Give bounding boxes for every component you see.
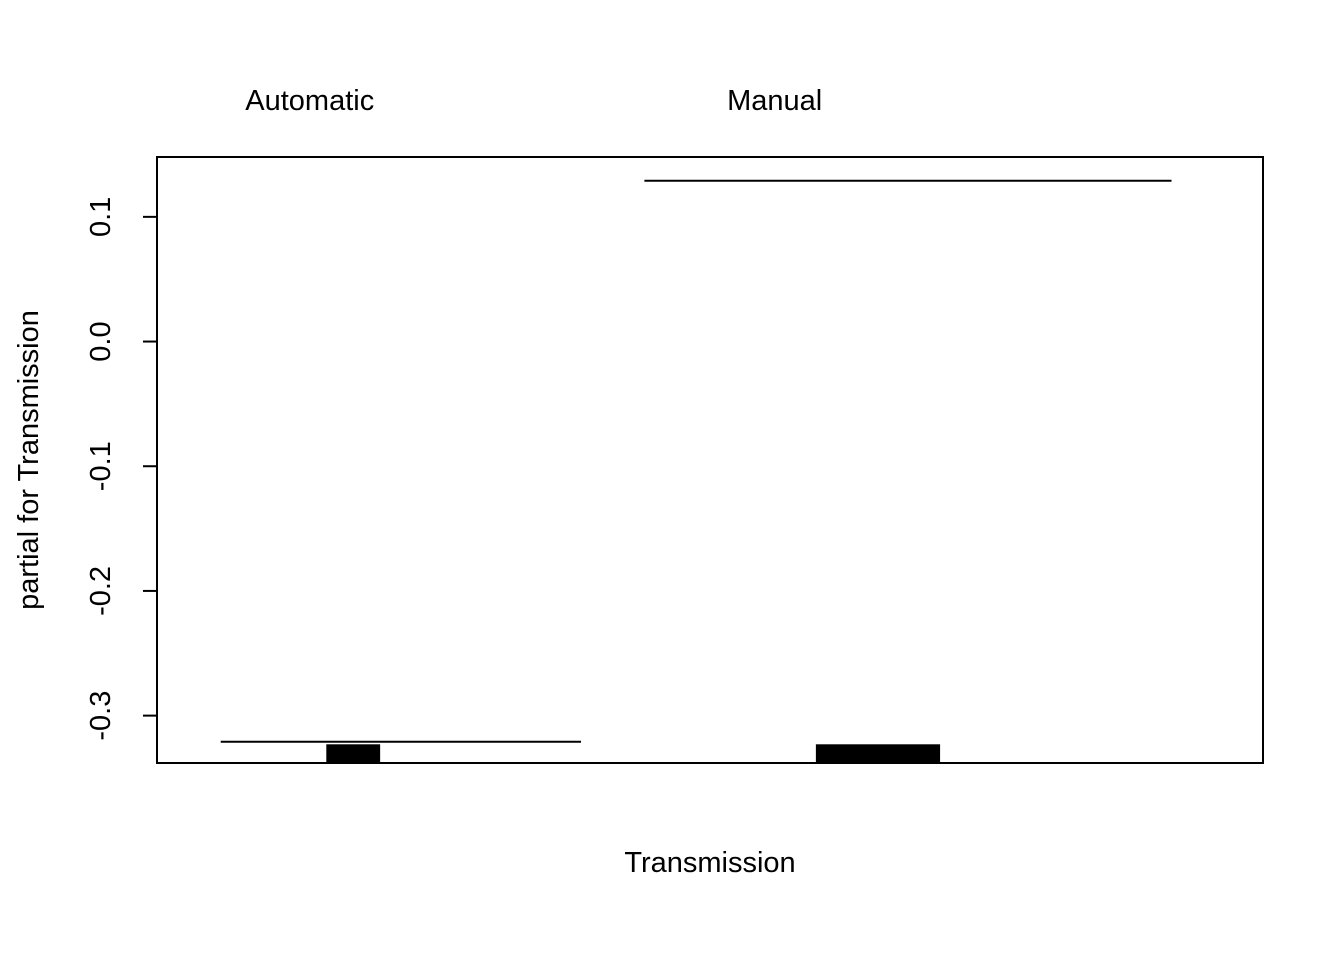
x-axis-label: Transmission (624, 847, 795, 879)
y-tick-label: -0.3 (85, 691, 117, 741)
y-axis-label: partial for Transmission (13, 310, 45, 610)
plot-frame (156, 156, 1264, 764)
category-labels: Automatic Manual (245, 85, 822, 117)
y-axis: -0.3 -0.2 -0.1 0.0 0.1 (85, 197, 157, 741)
category-label-automatic: Automatic (245, 85, 374, 117)
category-label-manual: Manual (727, 85, 822, 117)
rug-bars (326, 744, 941, 763)
y-tick-label: -0.2 (85, 566, 117, 616)
fitted-effect-lines (220, 179, 1172, 743)
y-tick-label: -0.1 (85, 441, 117, 491)
rug-bar-automatic (326, 744, 381, 763)
y-tick-label: 0.0 (85, 321, 117, 361)
y-tick-label: 0.1 (85, 197, 117, 237)
rug-bar-manual (815, 744, 941, 763)
